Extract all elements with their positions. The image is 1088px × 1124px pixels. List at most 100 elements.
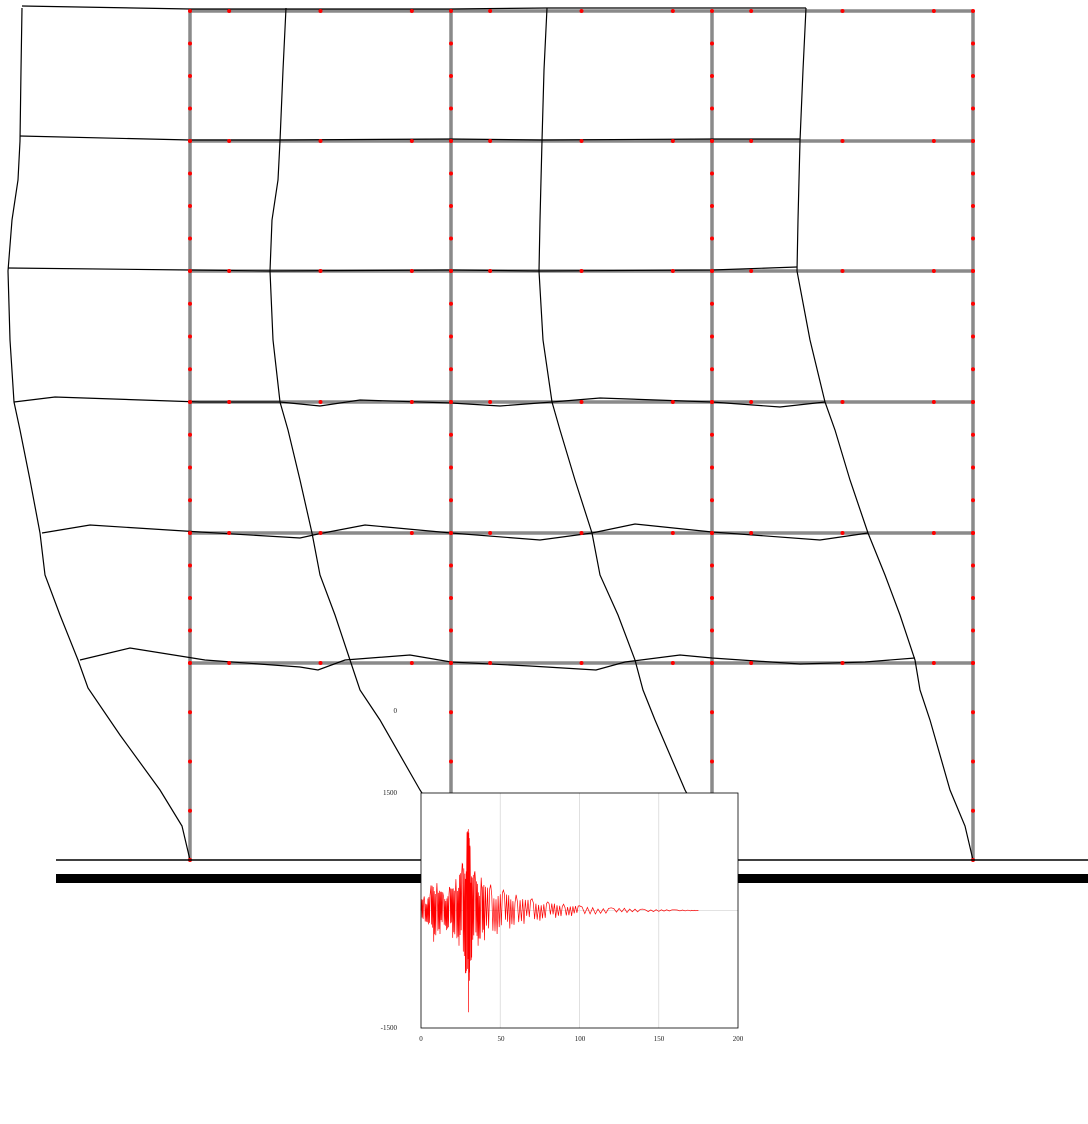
y-tick-label-top: 1500 xyxy=(383,789,398,797)
frame-node xyxy=(971,139,975,143)
frame-node xyxy=(227,400,232,404)
undeformed-frame xyxy=(188,9,975,860)
frame-node xyxy=(971,759,975,764)
y-tick-label-bottom: -1500 xyxy=(381,1024,398,1032)
frame-node xyxy=(188,710,192,715)
frame-node xyxy=(488,9,493,13)
frame-node xyxy=(488,139,493,143)
frame-node xyxy=(449,710,453,715)
frame-node xyxy=(449,204,453,208)
frame-node xyxy=(710,628,714,633)
frame-node xyxy=(749,9,754,13)
ground-motion-plot: 1500 0 -1500 0 50 100 150 200 xyxy=(381,707,744,1043)
frame-node xyxy=(749,400,754,404)
x-tick-label-0: 0 xyxy=(419,1035,423,1043)
deformed-column xyxy=(538,7,713,861)
frame-node xyxy=(449,563,453,568)
frame-node xyxy=(449,661,453,665)
frame-node xyxy=(318,661,323,665)
frame-node xyxy=(710,236,714,241)
x-tick-label-200: 200 xyxy=(733,1035,744,1043)
frame-node xyxy=(227,661,232,665)
frame-node xyxy=(318,531,323,535)
frame-node xyxy=(749,269,754,273)
frame-node xyxy=(710,301,714,306)
frame-node xyxy=(710,400,714,404)
frame-node xyxy=(710,432,714,437)
frame-node xyxy=(449,400,453,404)
frame-node xyxy=(227,269,232,273)
frame-node xyxy=(749,139,754,143)
frame-node xyxy=(449,301,453,306)
frame-node xyxy=(318,9,323,13)
frame-node xyxy=(971,710,975,715)
frame-node xyxy=(710,596,714,600)
frame-node xyxy=(931,400,936,404)
frame-node xyxy=(971,74,975,78)
frame-node xyxy=(971,9,975,13)
frame-node xyxy=(670,269,675,273)
frame-node xyxy=(188,596,192,600)
frame-node xyxy=(710,563,714,568)
frame-node xyxy=(188,106,192,111)
frame-node xyxy=(710,139,714,143)
deformed-column xyxy=(796,7,974,861)
frame-node xyxy=(710,465,714,470)
frame-node xyxy=(670,139,675,143)
frame-node xyxy=(971,808,975,813)
frame-node xyxy=(188,400,192,404)
frame-node xyxy=(579,400,584,404)
frame-node xyxy=(710,171,714,176)
frame-node xyxy=(409,661,414,665)
frame-node xyxy=(188,661,192,665)
deformed-beam xyxy=(21,5,806,10)
frame-node xyxy=(670,661,675,665)
frame-node xyxy=(449,41,453,46)
frame-node xyxy=(840,661,845,665)
frame-node xyxy=(710,661,714,665)
frame-node xyxy=(971,171,975,176)
frame-node xyxy=(188,367,192,372)
frame-node xyxy=(449,139,453,143)
frame-node xyxy=(710,106,714,111)
frame-node xyxy=(710,498,714,503)
frame-node xyxy=(931,531,936,535)
frame-node xyxy=(409,400,414,404)
frame-node xyxy=(488,531,493,535)
frame-node xyxy=(318,139,323,143)
frame-node xyxy=(488,269,493,273)
frame-node xyxy=(188,171,192,176)
frame-node xyxy=(710,367,714,372)
frame-node xyxy=(409,531,414,535)
frame-node xyxy=(840,9,845,13)
frame-node xyxy=(931,9,936,13)
frame-node xyxy=(449,531,453,535)
frame-node xyxy=(710,710,714,715)
frame-node xyxy=(449,269,453,273)
frame-node xyxy=(710,74,714,78)
plot-border xyxy=(420,792,739,1029)
frame-node xyxy=(710,204,714,208)
frame-node xyxy=(449,9,453,13)
frame-node xyxy=(488,661,493,665)
frame-node xyxy=(449,367,453,372)
frame-node xyxy=(449,759,453,764)
frame-node xyxy=(710,41,714,46)
frame-node xyxy=(971,628,975,633)
frame-node xyxy=(188,808,192,813)
deformed-frame xyxy=(7,5,974,861)
frame-node xyxy=(188,563,192,568)
frame-node xyxy=(971,596,975,600)
frame-node xyxy=(188,269,192,273)
frame-node xyxy=(710,759,714,764)
frame-node xyxy=(188,236,192,241)
frame-node xyxy=(840,531,845,535)
frame-node xyxy=(488,400,493,404)
frame-node xyxy=(931,661,936,665)
deformed-beam xyxy=(79,647,916,671)
frame-node xyxy=(449,74,453,78)
frame-node xyxy=(670,400,675,404)
frame-node xyxy=(188,334,192,339)
deformed-beam xyxy=(7,266,798,272)
frame-node xyxy=(840,139,845,143)
